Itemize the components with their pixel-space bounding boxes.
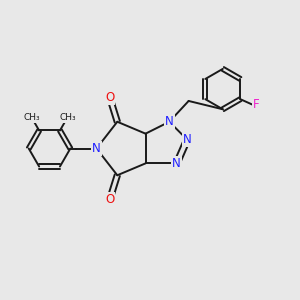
Text: CH₃: CH₃ [59,113,76,122]
Text: F: F [253,98,259,111]
Text: O: O [105,193,115,206]
Text: N: N [172,157,181,170]
Text: O: O [105,92,115,104]
Text: N: N [183,133,191,146]
Text: CH₃: CH₃ [23,113,40,122]
Text: N: N [165,115,174,128]
Text: N: N [92,142,101,155]
